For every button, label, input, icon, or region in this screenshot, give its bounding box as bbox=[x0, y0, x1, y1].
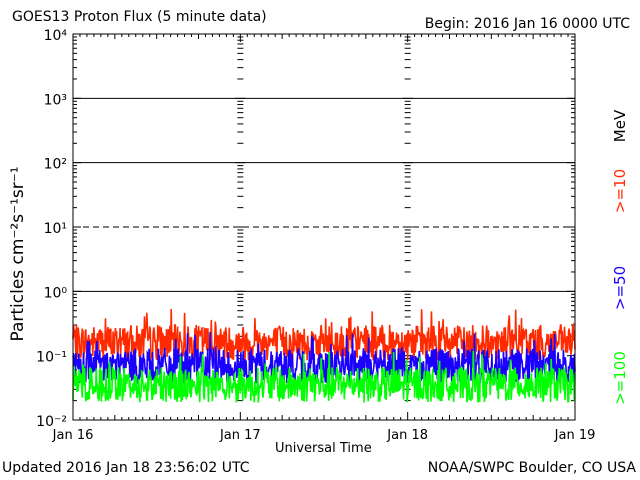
chart-title: GOES13 Proton Flux (5 minute data) bbox=[12, 9, 267, 25]
y-tick-label: 10⁴ bbox=[44, 28, 68, 44]
x-tick-label: Jan 17 bbox=[219, 428, 261, 443]
x-tick-label: Jan 16 bbox=[52, 428, 94, 443]
y-tick-label: 10² bbox=[44, 157, 67, 173]
x-tick-label: Jan 19 bbox=[554, 428, 596, 443]
x-tick-label: Jan 18 bbox=[386, 428, 428, 443]
y-tick-label: 10⁻² bbox=[36, 414, 67, 430]
plot-frame bbox=[72, 33, 576, 421]
y-tick-label: 10¹ bbox=[44, 221, 67, 237]
series-ge50-line bbox=[72, 331, 576, 387]
begin-time: Begin: 2016 Jan 16 0000 UTC bbox=[424, 16, 630, 32]
y-tick-label: 10⁰ bbox=[44, 285, 68, 301]
updated-time: Updated 2016 Jan 18 23:56:02 UTC bbox=[2, 460, 250, 476]
y-tick-label: 10³ bbox=[44, 92, 67, 108]
credit-text: NOAA/SWPC Boulder, CO USA bbox=[427, 460, 636, 476]
y-tick-label: 10⁻¹ bbox=[36, 350, 67, 366]
series-ge100-line bbox=[72, 350, 576, 403]
x-axis-label: Universal Time bbox=[275, 441, 372, 456]
